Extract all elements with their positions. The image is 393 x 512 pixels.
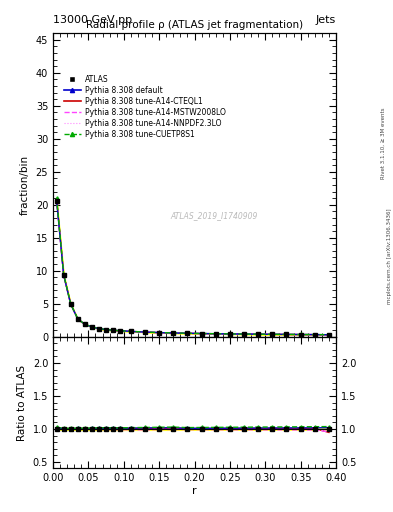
- X-axis label: r: r: [192, 486, 197, 496]
- Text: ATLAS_2019_I1740909: ATLAS_2019_I1740909: [171, 211, 258, 220]
- Title: Radial profile ρ (ATLAS jet fragmentation): Radial profile ρ (ATLAS jet fragmentatio…: [86, 20, 303, 30]
- Text: Rivet 3.1.10, ≥ 3M events: Rivet 3.1.10, ≥ 3M events: [381, 108, 386, 179]
- Text: 13000 GeV pp: 13000 GeV pp: [53, 14, 132, 25]
- Y-axis label: fraction/bin: fraction/bin: [20, 155, 30, 215]
- Text: Jets: Jets: [316, 14, 336, 25]
- Y-axis label: Ratio to ATLAS: Ratio to ATLAS: [17, 365, 27, 441]
- Legend: ATLAS, Pythia 8.308 default, Pythia 8.308 tune-A14-CTEQL1, Pythia 8.308 tune-A14: ATLAS, Pythia 8.308 default, Pythia 8.30…: [62, 74, 227, 140]
- Text: mcplots.cern.ch [arXiv:1306.3436]: mcplots.cern.ch [arXiv:1306.3436]: [387, 208, 391, 304]
